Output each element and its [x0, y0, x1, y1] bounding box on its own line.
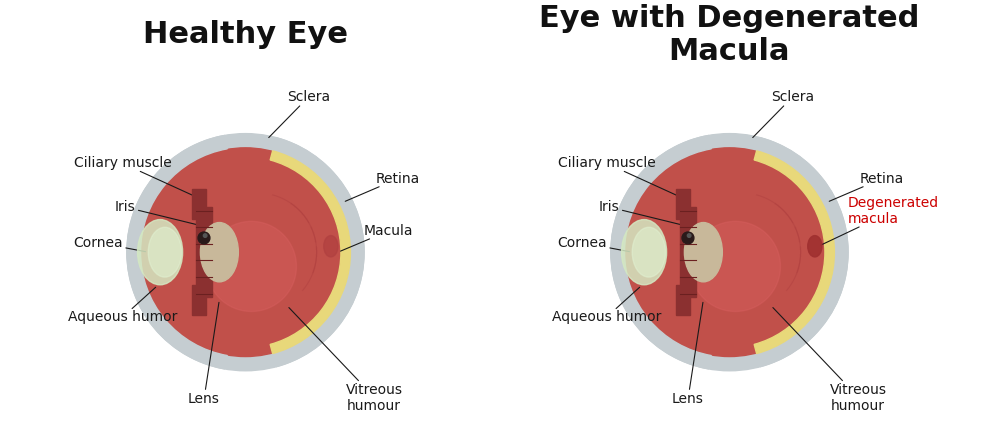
- Ellipse shape: [148, 227, 181, 277]
- Wedge shape: [273, 138, 364, 367]
- Text: Lens: Lens: [672, 302, 704, 406]
- Ellipse shape: [200, 222, 238, 282]
- Circle shape: [682, 232, 694, 244]
- Text: Sclera: Sclera: [269, 90, 330, 138]
- Text: Aqueous humor: Aqueous humor: [68, 287, 177, 324]
- Circle shape: [198, 232, 210, 244]
- Ellipse shape: [138, 219, 183, 285]
- Text: Vitreous
humour: Vitreous humour: [773, 308, 887, 413]
- Text: Iris: Iris: [115, 200, 200, 225]
- Text: Lens: Lens: [188, 302, 220, 406]
- Ellipse shape: [808, 236, 822, 257]
- Bar: [192, 189, 206, 219]
- Text: Aqueous humor: Aqueous humor: [552, 287, 661, 324]
- Text: Ciliary muscle: Ciliary muscle: [558, 156, 682, 198]
- Wedge shape: [757, 138, 848, 367]
- Bar: [676, 285, 690, 315]
- Text: Macula: Macula: [341, 224, 414, 251]
- Bar: [192, 285, 206, 315]
- Circle shape: [690, 222, 780, 312]
- Wedge shape: [127, 135, 227, 369]
- Ellipse shape: [632, 227, 665, 277]
- Bar: [680, 207, 696, 297]
- Text: Degenerated
macula: Degenerated macula: [821, 196, 939, 245]
- Text: Sclera: Sclera: [753, 90, 814, 138]
- Text: Iris: Iris: [599, 200, 684, 225]
- Circle shape: [206, 222, 296, 312]
- Text: Vitreous
humour: Vitreous humour: [289, 308, 403, 413]
- Title: Eye with Degenerated
Macula: Eye with Degenerated Macula: [539, 4, 920, 66]
- Circle shape: [625, 148, 834, 357]
- Text: Retina: Retina: [829, 172, 904, 201]
- Ellipse shape: [324, 236, 338, 257]
- Ellipse shape: [684, 222, 722, 282]
- Text: Cornea: Cornea: [74, 236, 146, 252]
- Wedge shape: [611, 135, 711, 369]
- Circle shape: [611, 134, 848, 371]
- Circle shape: [127, 134, 364, 371]
- Bar: [676, 189, 690, 219]
- Text: Retina: Retina: [345, 172, 420, 201]
- Circle shape: [141, 148, 350, 357]
- Circle shape: [687, 234, 691, 237]
- Ellipse shape: [622, 219, 667, 285]
- Text: Ciliary muscle: Ciliary muscle: [74, 156, 198, 198]
- Wedge shape: [754, 151, 834, 354]
- Circle shape: [203, 234, 207, 237]
- Title: Healthy Eye: Healthy Eye: [143, 20, 348, 49]
- Text: Cornea: Cornea: [558, 236, 629, 252]
- Bar: [196, 207, 212, 297]
- Wedge shape: [270, 151, 350, 354]
